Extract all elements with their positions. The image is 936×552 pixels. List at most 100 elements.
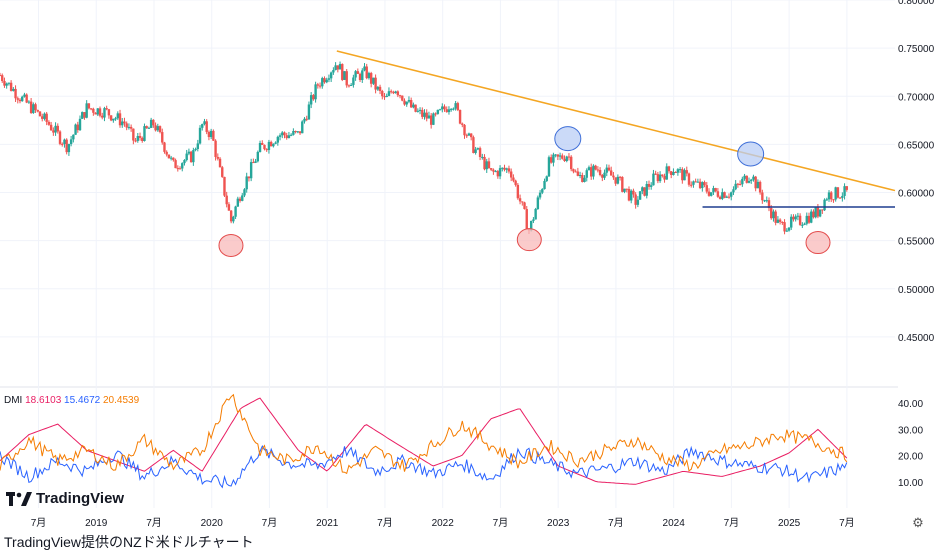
candle-body — [441, 106, 444, 110]
candle-body — [832, 199, 835, 201]
candle-body — [718, 196, 722, 199]
candle-body — [389, 91, 393, 93]
candle-body — [803, 223, 806, 225]
candle-body — [458, 109, 462, 124]
candle-body — [167, 154, 171, 159]
candle-body — [378, 86, 382, 91]
candle-body — [596, 169, 600, 171]
candle-body — [454, 103, 457, 109]
candle-body — [838, 197, 842, 199]
candle-body — [814, 207, 817, 218]
candle-body — [365, 66, 368, 79]
candle-body — [556, 154, 560, 157]
candle-body — [196, 143, 200, 149]
candle-body — [449, 108, 453, 110]
candle-body — [812, 211, 815, 218]
candle-body — [805, 215, 808, 224]
tradingview-logo[interactable]: TradingView — [6, 490, 124, 507]
candle-body — [507, 168, 511, 172]
candle-body — [225, 195, 228, 205]
candle-body — [725, 196, 728, 198]
low-marker-circle — [516, 228, 542, 252]
candle-body — [361, 70, 364, 80]
candle-body — [47, 121, 51, 125]
candle-body — [627, 188, 631, 201]
candle-body — [434, 113, 437, 115]
x-tick-label: 2023 — [547, 518, 570, 529]
candle-body — [712, 188, 715, 193]
candle-body — [214, 140, 217, 157]
candle-body — [312, 95, 315, 100]
candle-body — [43, 113, 46, 119]
candle-body — [423, 112, 426, 117]
candle-body — [414, 104, 417, 112]
x-tick-label: 7月 — [146, 517, 162, 529]
candle-body — [794, 216, 797, 220]
candle-body — [603, 172, 606, 178]
candle-body — [372, 77, 375, 84]
candle-body — [118, 113, 122, 126]
candle-body — [381, 90, 384, 97]
candle-body — [467, 133, 471, 136]
candle-body — [770, 208, 773, 219]
settings-gear-icon[interactable]: ⚙ — [912, 515, 924, 530]
candle-body — [236, 198, 240, 207]
candle-body — [227, 204, 231, 211]
candle-body — [29, 101, 33, 113]
tradingview-logo-icon — [6, 491, 32, 506]
candle-body — [594, 165, 597, 170]
candle-body — [89, 108, 93, 110]
candle-body — [98, 108, 102, 116]
candle-body — [670, 171, 673, 175]
candle-body — [552, 154, 555, 163]
candle-body — [83, 112, 86, 118]
candle-body — [125, 123, 128, 128]
dmi-tick-label: 40.00 — [898, 399, 923, 410]
price-tick-label: 0.75000 — [898, 44, 935, 55]
candle-body — [696, 181, 700, 183]
candle-body — [587, 167, 591, 171]
candle-body — [429, 115, 433, 125]
candle-body — [798, 215, 802, 225]
chart-caption: TradingView提供のNZド米ドルチャート — [4, 534, 254, 550]
candle-body — [743, 175, 746, 179]
dmi-tick-label: 30.00 — [898, 425, 923, 436]
candle-body — [698, 181, 702, 189]
x-tick-label: 7月 — [493, 517, 509, 529]
candle-body — [327, 78, 331, 80]
candle-body — [45, 113, 48, 122]
candle-body — [241, 195, 244, 201]
x-tick-label: 7月 — [262, 517, 278, 529]
candle-body — [767, 200, 771, 209]
candle-body — [790, 216, 793, 228]
candle-body — [732, 189, 735, 193]
candle-body — [681, 169, 684, 181]
candle-body — [203, 121, 206, 125]
candle-body — [483, 156, 486, 170]
candle-body — [825, 199, 828, 201]
candle-body — [685, 170, 688, 174]
candle-body — [810, 211, 813, 223]
candle-body — [630, 190, 633, 201]
candle-body — [516, 184, 520, 199]
candle-body — [163, 142, 166, 152]
candle-body — [76, 124, 79, 131]
x-tick-label: 7月 — [839, 517, 855, 529]
logo-text: TradingView — [36, 490, 125, 507]
candle-body — [481, 156, 484, 158]
candle-body — [787, 227, 791, 231]
candle-body — [634, 194, 637, 205]
candle-body — [165, 151, 168, 155]
candle-body — [827, 192, 831, 200]
x-tick-label: 2019 — [85, 518, 108, 529]
high-marker-circle — [737, 141, 765, 167]
candle-body — [592, 165, 595, 177]
candle-body — [1, 75, 4, 81]
dmi-legend-name: DMI — [4, 395, 25, 406]
candle-body — [281, 132, 284, 136]
candle-body — [123, 121, 126, 124]
candle-body — [87, 103, 91, 109]
candle-body — [267, 141, 271, 151]
candle-body — [585, 170, 588, 178]
candle-body — [221, 167, 224, 177]
